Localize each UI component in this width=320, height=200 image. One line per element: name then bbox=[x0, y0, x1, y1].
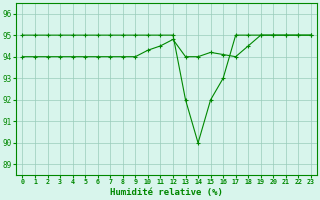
X-axis label: Humidité relative (%): Humidité relative (%) bbox=[110, 188, 223, 197]
